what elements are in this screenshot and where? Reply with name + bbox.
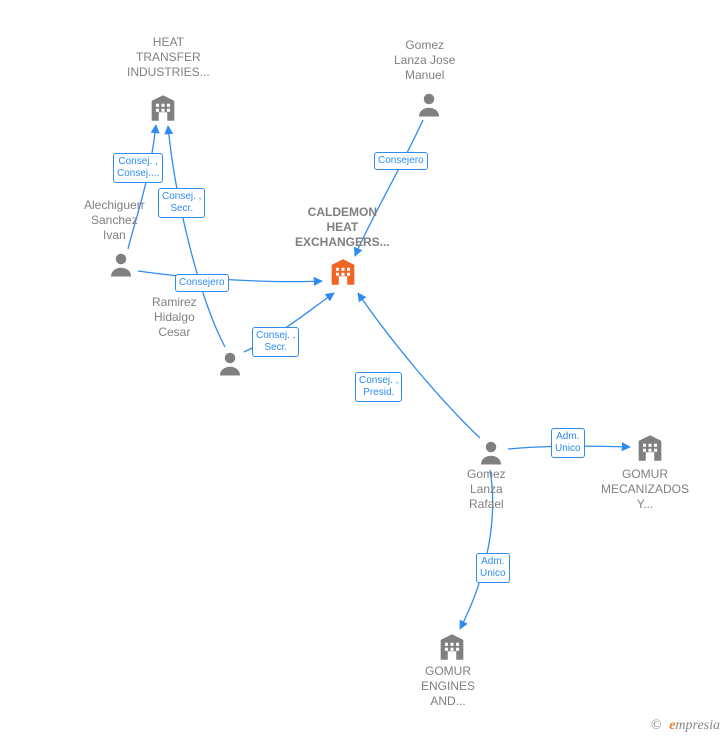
node-label[interactable]: Gomez Lanza Jose Manuel [394, 38, 455, 83]
edges-layer [0, 0, 728, 740]
diagram-canvas: HEAT TRANSFER INDUSTRIES... Alechiguerr … [0, 0, 728, 740]
node-label[interactable]: HEAT TRANSFER INDUSTRIES... [127, 35, 210, 80]
person-icon[interactable] [215, 348, 245, 383]
edge-label[interactable]: Adm. Unico [551, 428, 585, 458]
edge-label[interactable]: Consejero [175, 274, 229, 292]
person-icon[interactable] [414, 89, 444, 124]
node-label[interactable]: CALDEMON HEAT EXCHANGERS... [295, 205, 390, 250]
edge-label[interactable]: Consej. , Secr. [158, 188, 205, 218]
company-icon[interactable] [146, 91, 180, 130]
brand-rest: mpresia [675, 718, 720, 733]
company-icon[interactable] [326, 255, 360, 294]
node-label[interactable]: GOMUR ENGINES AND... [421, 664, 475, 709]
edge [358, 293, 480, 438]
edge-label[interactable]: Consej. , Secr. [252, 327, 299, 357]
company-icon[interactable] [633, 431, 667, 470]
edge-label[interactable]: Consej. , Consej.... [113, 153, 163, 183]
person-icon[interactable] [106, 249, 136, 284]
node-label[interactable]: Ramirez Hidalgo Cesar [152, 295, 197, 340]
node-label[interactable]: GOMUR MECANIZADOS Y... [601, 467, 689, 512]
edge-label[interactable]: Consejero [374, 152, 428, 170]
node-label[interactable]: Gomez Lanza Rafael [467, 467, 506, 512]
copyright-symbol: © [651, 718, 662, 733]
edge-label[interactable]: Consej. , Presid. [355, 372, 402, 402]
edge [138, 271, 322, 282]
footer-copyright: © empresia [651, 718, 720, 734]
node-label[interactable]: Alechiguerr Sanchez Ivan [84, 198, 145, 243]
edge-label[interactable]: Adm. Unico [476, 553, 510, 583]
